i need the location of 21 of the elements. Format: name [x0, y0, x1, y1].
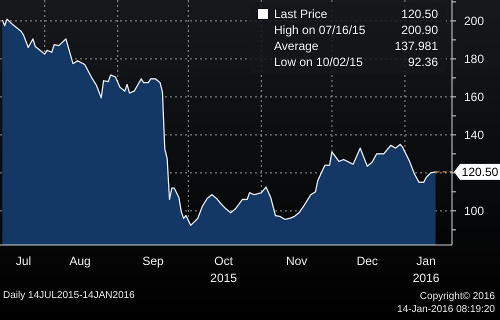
y-tick-label: 160: [464, 90, 484, 104]
x-tick-label: Aug: [69, 254, 91, 268]
x-tick-label: Sep: [142, 254, 164, 268]
x-tick-label: Oct 2015: [210, 254, 238, 285]
text: Average 137.981: [274, 39, 438, 53]
text: Copyright© 2016: [418, 290, 495, 303]
text: Low on 10/02/15 92.36: [274, 55, 438, 69]
y-tick-label: 200: [464, 14, 484, 28]
y-tick-label: 100: [464, 204, 484, 218]
text: Last Price: [274, 6, 328, 22]
text: Daily 14JUL2015-14JAN2016: [3, 290, 135, 301]
y-tick-label: 180: [464, 52, 484, 66]
x-tick-label: Nov: [286, 254, 308, 268]
text: 14-Jan-2016 08:19:20: [397, 303, 495, 316]
x-tick-label: Dec: [356, 254, 378, 268]
y-tick-label: 140: [464, 128, 484, 142]
ref-line-label: 120.50: [462, 164, 499, 179]
x-tick-label: Jan 2016: [412, 254, 440, 285]
text: High on 07/16/15 200.90: [274, 23, 438, 37]
text: 120.50: [401, 7, 438, 21]
x-tick-label: Jul: [16, 254, 32, 268]
